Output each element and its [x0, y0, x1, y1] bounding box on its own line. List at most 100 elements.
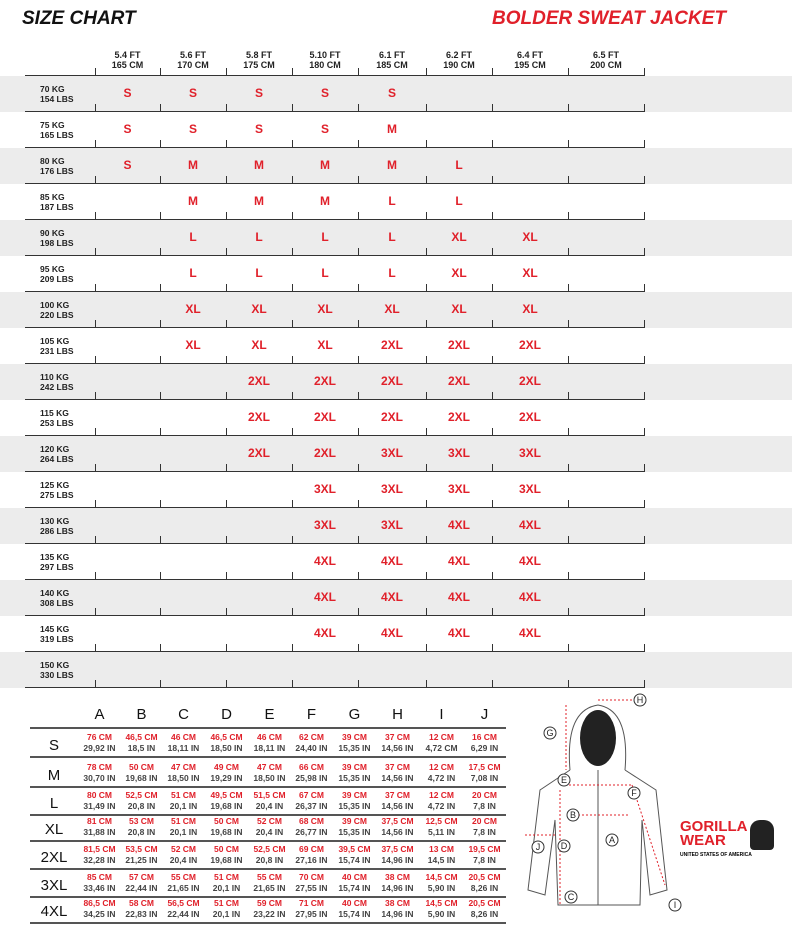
cm-value: 17,5 CM	[468, 762, 501, 772]
cm-value: 81,5 CM	[83, 844, 116, 854]
weight-kg: 150 KG	[40, 660, 70, 670]
col-divider	[160, 464, 161, 471]
cm-value: 57 CM	[128, 872, 155, 882]
row-line	[25, 111, 645, 112]
col-divider	[160, 320, 161, 327]
weight-row: 115 KG 253 LBS 2XL 2XL 2XL 2XL 2XL	[0, 400, 792, 436]
col-divider	[226, 356, 227, 363]
weight-label: 130 KG 286 LBS	[40, 516, 74, 536]
measure-header: B	[136, 706, 147, 723]
height-header: 5.4 FT 165 CM 5.6 FT 170 CM 5.8 FT 175 CM 5.10…	[0, 50, 792, 86]
size-cell: XL	[451, 230, 467, 244]
size-cell: XL	[451, 266, 467, 280]
col-divider	[568, 680, 569, 687]
col-divider	[644, 608, 645, 615]
size-cell: L	[189, 230, 197, 244]
col-divider	[160, 572, 161, 579]
size-cell: 2XL	[447, 338, 470, 352]
col-divider	[292, 392, 293, 399]
col-divider	[644, 176, 645, 183]
col-divider	[160, 248, 161, 255]
cm-value: 39 CM	[341, 732, 368, 742]
col-divider	[160, 284, 161, 291]
in-value: 33,46 IN	[83, 883, 116, 893]
col-divider	[644, 464, 645, 471]
row-line	[30, 786, 506, 788]
in-value: 18,50 IN	[253, 773, 286, 783]
height-col-header: 6.4 FT 195 CM	[492, 50, 568, 70]
col-divider	[160, 140, 161, 147]
row-line	[25, 183, 645, 184]
in-value: 31,49 IN	[83, 801, 116, 811]
row-line	[25, 615, 645, 616]
in-value: 8,26 IN	[470, 883, 499, 893]
col-divider	[644, 248, 645, 255]
size-cell: 2XL	[518, 338, 541, 352]
row-line	[30, 814, 506, 816]
size-cell: 3XL	[313, 482, 336, 496]
size-cell: 4XL	[518, 626, 541, 640]
col-divider	[95, 680, 96, 687]
weight-row: 140 KG 308 LBS 4XL 4XL 4XL 4XL	[0, 580, 792, 616]
weight-label: 110 KG 242 LBS	[40, 372, 74, 392]
col-divider	[426, 212, 427, 219]
col-divider	[426, 536, 427, 543]
cm-value: 53,5 CM	[125, 844, 158, 854]
cm-value: 38 CM	[384, 872, 411, 882]
col-divider	[644, 212, 645, 219]
size-cell: M	[320, 194, 330, 208]
weight-lbs: 264 LBS	[40, 454, 74, 464]
col-divider	[426, 464, 427, 471]
in-value: 14,56 IN	[381, 743, 414, 753]
in-value: 15,35 IN	[338, 827, 371, 837]
col-divider	[358, 644, 359, 651]
cm-value: 46,5 CM	[125, 732, 158, 742]
cm-value: 56,5 CM	[167, 898, 200, 908]
col-divider	[95, 608, 96, 615]
col-divider	[492, 608, 493, 615]
cm-value: 52,5 CM	[125, 790, 158, 800]
label-i: I	[674, 900, 677, 910]
cm-value: 53 CM	[128, 816, 155, 826]
size-cell: 4XL	[518, 590, 541, 604]
cm-value: 49,5 CM	[210, 790, 243, 800]
size-cell: M	[387, 158, 397, 172]
in-value: 21,65 IN	[167, 883, 200, 893]
size-cell: 2XL	[313, 410, 336, 424]
col-divider	[160, 500, 161, 507]
col-divider	[226, 644, 227, 651]
row-line	[25, 543, 645, 544]
col-divider	[95, 320, 96, 327]
in-value: 19,68 IN	[210, 801, 243, 811]
cm-value: 14,5 CM	[425, 872, 458, 882]
col-divider	[568, 176, 569, 183]
logo-tagline: UNITED STATES OF AMERICA	[680, 852, 752, 858]
col-divider	[95, 428, 96, 435]
cm-value: 68 CM	[298, 816, 325, 826]
row-line	[25, 327, 645, 328]
row-line	[25, 219, 645, 220]
cm-value: 58 CM	[128, 898, 155, 908]
cm-value: 66 CM	[298, 762, 325, 772]
weight-lbs: 198 LBS	[40, 238, 74, 248]
cm-value: 50 CM	[213, 844, 240, 854]
col-divider	[95, 176, 96, 183]
size-cell: 4XL	[447, 554, 470, 568]
size-cell: L	[455, 158, 463, 172]
col-divider	[358, 320, 359, 327]
weight-row: 70 KG 154 LBS S S S S S	[0, 76, 792, 112]
col-divider	[292, 464, 293, 471]
col-divider	[492, 392, 493, 399]
col-divider	[226, 248, 227, 255]
size-cell: 3XL	[447, 446, 470, 460]
col-divider	[358, 572, 359, 579]
height-ft: 5.8 FT	[245, 50, 272, 60]
label-c: C	[568, 892, 575, 902]
size-cell: XL	[451, 302, 467, 316]
cm-value: 19,5 CM	[468, 844, 501, 854]
cm-value: 51 CM	[170, 816, 197, 826]
cm-value: 39 CM	[341, 816, 368, 826]
weight-row: 125 KG 275 LBS 3XL 3XL 3XL 3XL	[0, 472, 792, 508]
weight-lbs: 308 LBS	[40, 598, 74, 608]
cm-value: 49 CM	[213, 762, 240, 772]
